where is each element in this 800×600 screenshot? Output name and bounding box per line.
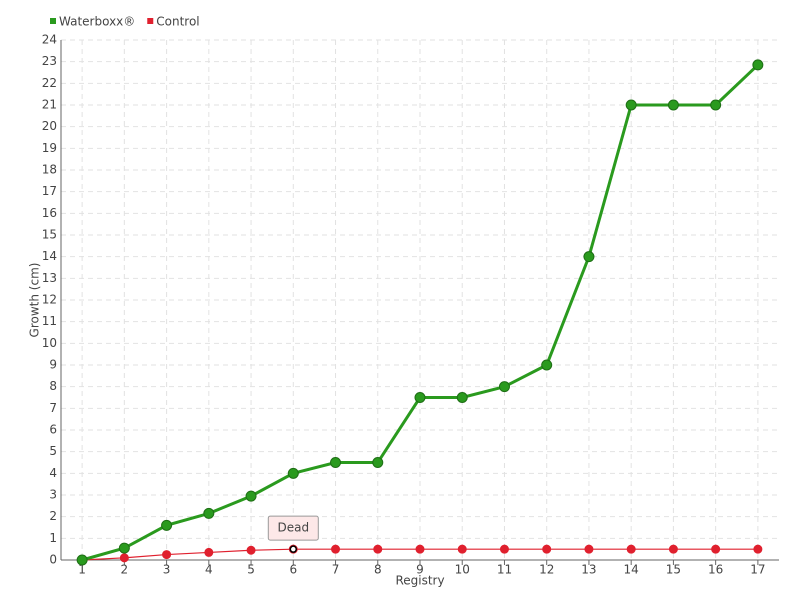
x-tick-label: 5 bbox=[247, 563, 255, 577]
legend-label: Control bbox=[156, 15, 199, 29]
y-tick-label: 0 bbox=[49, 553, 57, 567]
data-point bbox=[415, 544, 425, 554]
y-tick-label: 2 bbox=[49, 509, 57, 523]
data-point bbox=[542, 544, 552, 554]
x-tick-label: 8 bbox=[374, 563, 382, 577]
data-point bbox=[118, 542, 130, 554]
data-point bbox=[76, 554, 88, 566]
data-point bbox=[373, 544, 383, 554]
y-tick-label: 7 bbox=[49, 401, 57, 415]
data-point bbox=[457, 544, 467, 554]
data-point bbox=[541, 359, 553, 371]
y-tick-label: 11 bbox=[42, 314, 57, 328]
x-tick-label: 10 bbox=[455, 563, 470, 577]
y-tick-label: 20 bbox=[42, 119, 57, 133]
data-point bbox=[330, 457, 342, 468]
y-tick-label: 6 bbox=[49, 423, 57, 437]
data-point bbox=[498, 381, 510, 393]
data-point bbox=[625, 99, 637, 111]
data-point bbox=[752, 59, 764, 71]
y-tick-label: 18 bbox=[42, 163, 57, 177]
x-tick-label: 7 bbox=[332, 563, 340, 577]
x-tick-label: 2 bbox=[121, 563, 129, 577]
data-point bbox=[372, 457, 384, 468]
data-point bbox=[287, 467, 299, 479]
x-tick-label: 4 bbox=[205, 563, 213, 577]
y-tick-label: 3 bbox=[49, 488, 57, 502]
data-point bbox=[246, 545, 256, 555]
legend-label: Waterboxx® bbox=[59, 15, 135, 29]
y-tick-label: 16 bbox=[42, 206, 57, 220]
data-point bbox=[584, 544, 594, 554]
y-tick-label: 19 bbox=[42, 141, 57, 155]
y-tick-label: 14 bbox=[42, 249, 57, 263]
x-axis-label: Registry bbox=[395, 574, 444, 588]
data-point bbox=[161, 519, 173, 531]
data-point bbox=[456, 392, 468, 403]
data-point bbox=[499, 544, 509, 554]
y-tick-label: 23 bbox=[42, 54, 57, 68]
data-point bbox=[414, 392, 426, 403]
data-point bbox=[119, 553, 129, 563]
x-tick-label: 16 bbox=[708, 563, 723, 577]
y-tick-label: 8 bbox=[49, 379, 57, 393]
data-point bbox=[203, 507, 215, 519]
y-tick-label: 1 bbox=[49, 531, 57, 545]
x-tick-label: 3 bbox=[163, 563, 171, 577]
y-tick-label: 17 bbox=[42, 184, 57, 198]
annotation-label: Dead bbox=[277, 521, 309, 535]
data-point bbox=[583, 251, 595, 263]
y-axis-label: Growth (cm) bbox=[28, 263, 42, 338]
data-point bbox=[331, 544, 341, 554]
data-point bbox=[710, 99, 722, 111]
y-tick-label: 10 bbox=[42, 336, 57, 350]
data-point bbox=[711, 544, 721, 554]
data-point bbox=[626, 544, 636, 554]
y-tick-label: 22 bbox=[42, 76, 57, 90]
data-point bbox=[162, 550, 172, 560]
x-tick-label: 6 bbox=[289, 563, 297, 577]
y-tick-label: 5 bbox=[49, 444, 57, 458]
x-tick-label: 12 bbox=[539, 563, 554, 577]
x-tick-label: 14 bbox=[624, 563, 639, 577]
data-point bbox=[204, 547, 214, 557]
x-tick-label: 17 bbox=[750, 563, 765, 577]
x-tick-label: 9 bbox=[416, 563, 424, 577]
legend-swatch bbox=[50, 18, 56, 24]
highlight-point bbox=[289, 545, 298, 553]
data-point bbox=[668, 544, 678, 554]
data-point bbox=[667, 99, 679, 111]
y-tick-label: 15 bbox=[42, 228, 57, 242]
legend-swatch bbox=[147, 18, 154, 24]
data-point bbox=[245, 490, 257, 502]
y-tick-label: 24 bbox=[42, 33, 57, 47]
y-tick-label: 9 bbox=[49, 358, 57, 372]
y-tick-label: 21 bbox=[42, 98, 57, 112]
y-tick-label: 4 bbox=[49, 466, 57, 480]
x-tick-label: 11 bbox=[497, 563, 512, 577]
x-tick-label: 15 bbox=[666, 563, 681, 577]
data-point bbox=[753, 544, 763, 554]
x-tick-label: 13 bbox=[581, 563, 596, 577]
x-tick-label: 1 bbox=[78, 563, 86, 577]
y-tick-label: 13 bbox=[42, 271, 57, 285]
annotation-box bbox=[267, 515, 319, 541]
y-tick-label: 12 bbox=[42, 293, 57, 307]
